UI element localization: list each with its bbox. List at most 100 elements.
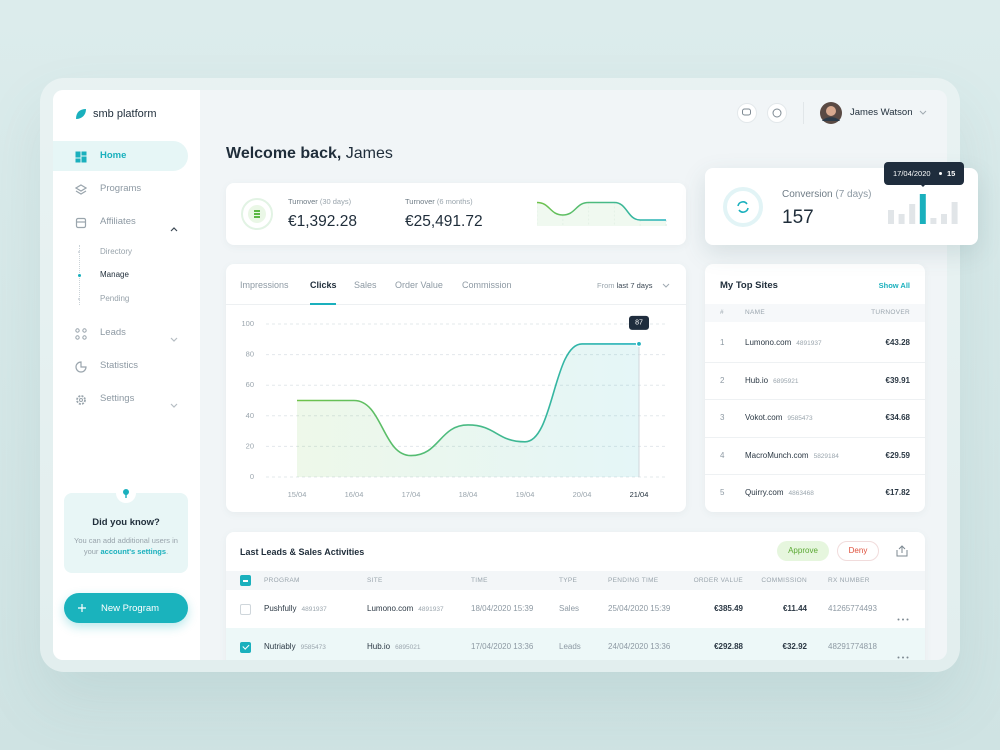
tip-text: You can add additional users in your acc… (71, 535, 181, 557)
turnover-value: €25,491.72 (405, 213, 483, 230)
rank: 3 (720, 413, 725, 422)
submenu-dot (77, 273, 81, 277)
new-program-button[interactable]: New Program (64, 593, 188, 623)
x-tick-label: 21/04 (630, 490, 649, 499)
nav-icon (75, 216, 87, 229)
turnover: €39.91 (885, 375, 910, 385)
turnover: €17.82 (885, 488, 910, 497)
nav-icon (75, 150, 87, 163)
tip-end: . (166, 547, 169, 556)
tab-underline (310, 303, 336, 305)
line-chart: 0 20 40 60 80 100 15/04 16/04 17/04 18/04 19/04 20/… (241, 315, 666, 499)
site[interactable]: Quirry.com 4863468 (745, 488, 814, 499)
cell: Sales (559, 604, 580, 613)
site: Lumono.com (367, 604, 414, 613)
site[interactable]: Hub.io 6895921 (745, 376, 798, 387)
range-prefix: From (597, 281, 615, 290)
program_id: 4891937 (301, 606, 327, 613)
column-header: TURNOVER (871, 309, 910, 316)
label: Conversion (782, 189, 833, 200)
nav-item[interactable]: Affiliates (100, 216, 136, 227)
row-checkbox[interactable] (240, 603, 251, 615)
chevron (170, 219, 178, 232)
cell: 48291774818 (828, 642, 877, 651)
conversion-label: Conversion (7 days) (782, 189, 872, 200)
area (297, 343, 639, 477)
export-icon[interactable] (896, 545, 908, 557)
column-header: TYPE (559, 577, 578, 584)
y-tick-label: 20 (246, 441, 254, 450)
turnover-value: €1,392.28 (288, 213, 357, 230)
rank: 1 (720, 338, 725, 347)
user-name[interactable]: James Watson (850, 107, 913, 118)
range-picker[interactable]: From last 7 days (597, 281, 652, 290)
approve-button[interactable]: Approve (777, 541, 829, 561)
y-tick-label: 80 (246, 350, 254, 359)
row-menu[interactable] (897, 646, 909, 659)
period: (30 days) (319, 197, 352, 206)
label: Turnover (288, 197, 318, 206)
tooltip-value: 15 (947, 169, 956, 178)
show-all[interactable]: Show All (878, 281, 910, 290)
avatar[interactable] (819, 101, 843, 125)
row-menu[interactable] (897, 608, 909, 621)
cell: €11.44 (782, 604, 807, 613)
x-tick-label: 18/04 (459, 490, 478, 499)
cell: Hub.io 6895021 (367, 642, 420, 653)
header-band (226, 571, 925, 590)
tab[interactable]: Clicks (310, 280, 337, 290)
sidebar: smb platform Did you know? You can add a… (53, 90, 200, 660)
tab[interactable]: Commission (462, 280, 512, 290)
rank: 2 (720, 375, 725, 385)
site[interactable]: MacroMunch.com 5829184 (745, 451, 839, 462)
column-header: COMMISSION (761, 577, 807, 584)
tab[interactable]: Impressions (240, 280, 289, 290)
tab[interactable]: Order Value (395, 280, 443, 290)
nav-item[interactable]: Settings (100, 393, 135, 404)
nav-item[interactable]: Statistics (100, 360, 139, 371)
site-id: 5829184 (813, 452, 839, 460)
submenu-item[interactable]: Manage (100, 270, 129, 279)
site-id: 9585473 (787, 415, 813, 422)
site-id: 4891937 (796, 340, 822, 347)
cell: 24/04/2020 13:36 (608, 642, 671, 651)
tip-title: Did you know? (92, 517, 160, 528)
bar (930, 218, 937, 224)
y-tick-label: 40 (246, 411, 254, 420)
column-header: TIME (471, 577, 488, 584)
submenu-item[interactable]: Directory (100, 247, 133, 256)
row-checkbox[interactable] (240, 641, 251, 653)
site-name: Vokot.com (745, 413, 783, 422)
nav-icon (75, 327, 87, 340)
deny-button[interactable]: Deny (837, 541, 879, 561)
cell: 17/04/2020 13:36 (471, 642, 534, 651)
site-name: Quirry.com (745, 488, 784, 497)
submenu-item[interactable]: Pending (100, 294, 130, 303)
program_id: 9585473 (300, 644, 326, 651)
user-first-name: James (345, 145, 393, 162)
site_id: 6895021 (395, 644, 421, 651)
y-tick-label: 60 (246, 380, 254, 389)
select-all-checkbox[interactable] (240, 575, 251, 586)
column-header: SITE (367, 577, 383, 584)
site[interactable]: Lumono.com 4891937 (745, 338, 822, 349)
tooltip-bullet (939, 172, 942, 175)
site[interactable]: Vokot.com 9585473 (745, 413, 813, 424)
cell: Leads (559, 642, 581, 651)
plus-icon (78, 604, 86, 612)
cell: Lumono.com 4891937 (367, 604, 444, 615)
program: Nutriably (264, 642, 296, 651)
top-sites-card: My Top Sites Show All # NAME TURNOVER 1 Lumo… (705, 264, 925, 512)
tip-link[interactable]: account's settings (100, 547, 167, 556)
period: (6 months) (436, 197, 473, 206)
row-divider (705, 399, 925, 400)
bar (909, 204, 916, 224)
cell: 41265774493 (828, 604, 877, 613)
nav-item[interactable]: Leads (100, 327, 126, 338)
nav-item[interactable]: Programs (100, 183, 142, 194)
x-tick-label: 17/04 (402, 490, 421, 499)
tab[interactable]: Sales (354, 280, 377, 290)
site: Hub.io (367, 642, 391, 651)
brand: smb platform (93, 108, 157, 120)
nav-item[interactable]: Home (100, 150, 127, 161)
